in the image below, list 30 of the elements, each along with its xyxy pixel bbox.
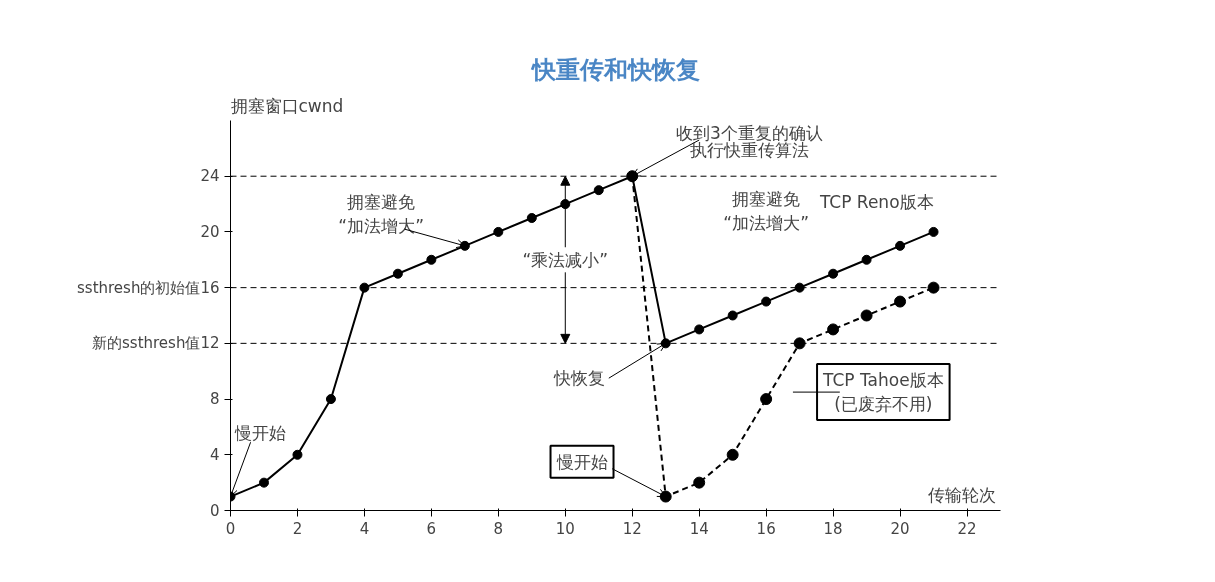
x-tick-label: 22	[957, 519, 977, 538]
y-tick-label: 4	[209, 445, 220, 464]
annotation: 拥塞避免 “加法增大”	[723, 189, 809, 234]
x-tick-label: 2	[292, 519, 303, 538]
y-tick-label: 24	[200, 167, 220, 186]
x-tick-label: 20	[890, 519, 910, 538]
y-tick-label: 8	[209, 390, 220, 409]
x-tick-label: 6	[426, 519, 437, 538]
annotation: “乘法减小”	[522, 249, 609, 270]
annotation: 拥塞避免 “加法增大”	[338, 191, 424, 236]
y-tick-label: 20	[200, 222, 220, 241]
x-tick-label: 10	[555, 519, 575, 538]
x-tick-label: 4	[359, 519, 370, 538]
y-axis-title: 拥塞窗口cwnd	[230, 95, 344, 116]
y-tick-label: 0	[209, 501, 220, 520]
x-tick-label: 16	[756, 519, 776, 538]
annotation: 快恢复	[553, 368, 606, 389]
x-axis-title: 传输轮次	[927, 484, 996, 505]
x-tick-label: 14	[689, 519, 709, 538]
y-tick-label: ssthresh的初始值16	[77, 278, 220, 297]
chart-title: 快重传和快恢复	[529, 55, 700, 84]
x-tick-label: 18	[823, 519, 843, 538]
series-label: TCP Reno版本	[818, 191, 934, 212]
annotation: 慢开始	[234, 422, 287, 443]
x-tick-label: 8	[493, 519, 504, 538]
x-tick-label: 0	[225, 519, 236, 538]
y-tick-label: 新的ssthresh值12	[92, 334, 220, 353]
series-label: TCP Tahoe版本 (已废弃不用)	[822, 370, 944, 415]
x-tick-label: 12	[622, 519, 642, 538]
annotation: 慢开始	[555, 451, 608, 472]
